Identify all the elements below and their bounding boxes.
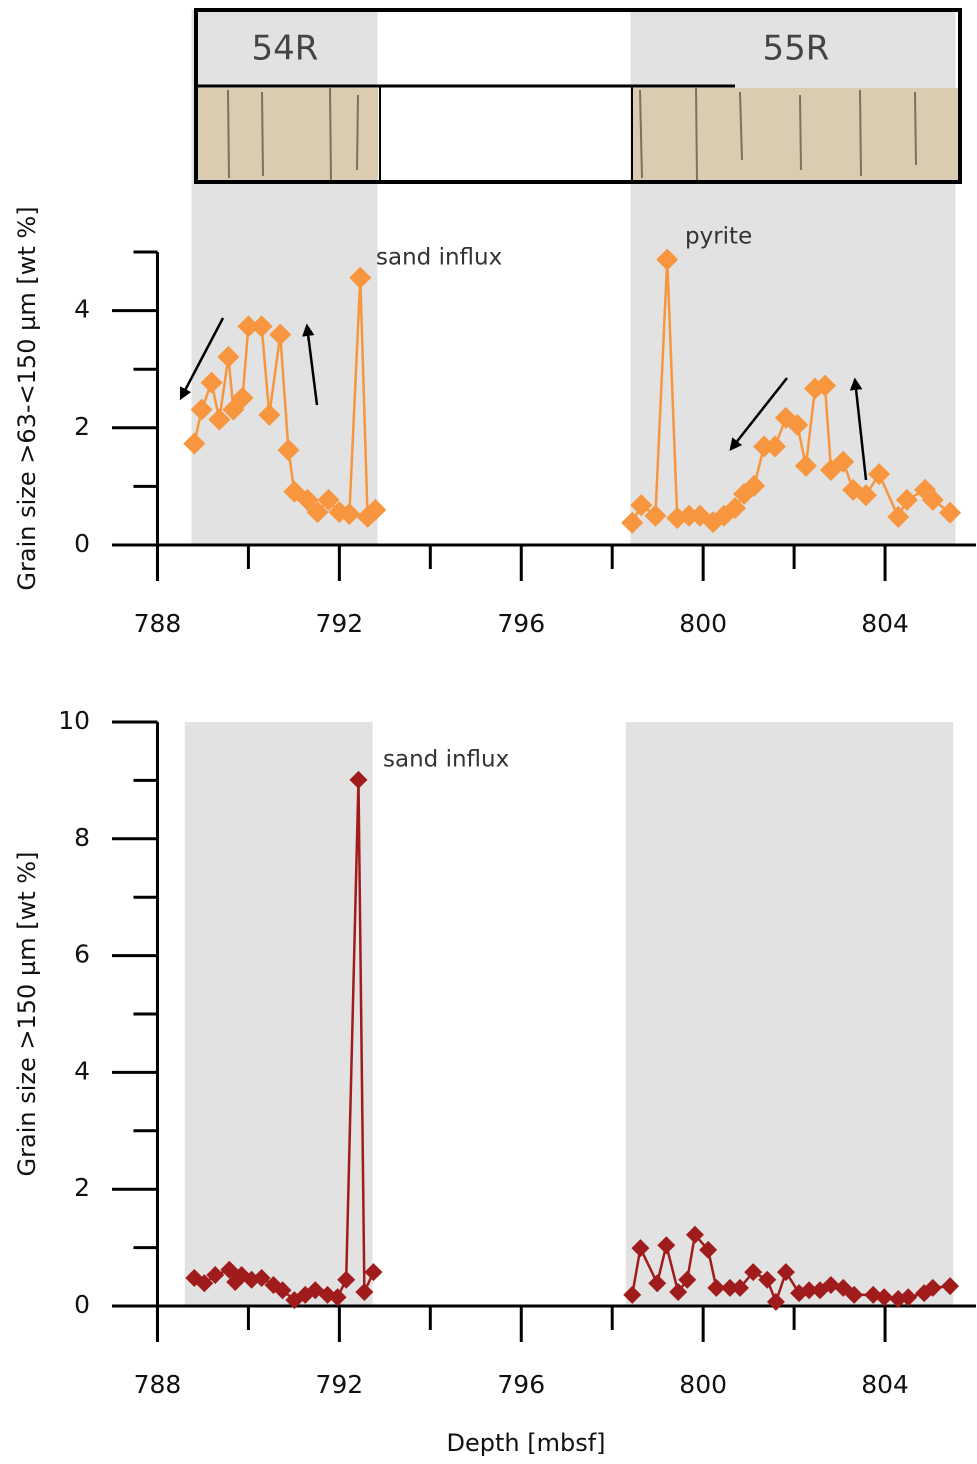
marker [631,1239,650,1258]
marker [237,315,260,338]
marker [206,1266,225,1285]
marker [231,386,254,409]
marker [800,1281,819,1300]
marker [337,1270,356,1289]
marker [364,1263,383,1282]
x-tick-label: 796 [497,1370,545,1399]
y-tick-label: 0 [74,1290,90,1319]
marker [723,497,746,520]
marker [273,1281,292,1300]
background [184,10,956,1306]
marker [277,439,300,462]
y-tick-label: 10 [58,706,90,735]
marker [200,371,223,394]
marker [699,1240,718,1259]
marker [895,488,918,511]
marker [183,432,206,455]
marker [621,511,644,534]
trend-arrows [179,317,868,481]
marker [349,266,372,289]
annotation: sand influx [376,245,502,271]
y-tick-label: 6 [74,940,90,969]
marker [786,413,809,436]
marker [941,1277,960,1296]
y-tick-label: 2 [74,1173,90,1202]
x-tick-label: 796 [497,609,545,638]
marker [923,1278,942,1297]
marker [814,374,837,397]
y-axis-label: Grain size >63-<150 µm [wt %] [13,206,41,590]
marker [630,494,653,517]
marker [845,1285,864,1304]
annotation: pyrite [685,224,752,250]
marker [657,1236,676,1255]
marker [269,323,292,346]
x-tick-label: 804 [861,1370,909,1399]
marker [250,315,273,338]
marker [758,1270,777,1289]
y-tick-label: 8 [74,823,90,852]
y-axis-label: Grain size >150 µm [wt %] [13,852,41,1177]
x-tick-label: 800 [679,609,727,638]
marker [766,1292,785,1311]
marker [794,454,817,477]
marker [217,345,240,368]
marker [854,484,877,507]
marker [190,398,213,421]
marker [887,505,910,528]
marker [656,248,679,271]
marker [338,502,361,525]
marker [669,1282,688,1301]
marker [364,498,387,521]
marker [730,1278,749,1297]
y-tick-label: 4 [74,295,90,324]
marker [328,1288,347,1307]
marker [258,403,281,426]
annotation: sand influx [383,747,509,773]
marker [208,408,231,431]
marker [743,474,766,497]
marker [832,450,855,473]
marker [306,501,329,524]
marker [252,1268,271,1287]
marker [821,1275,840,1294]
x-tick-label: 792 [316,1370,364,1399]
core-label: 54R [252,29,319,69]
x-tick-label: 788 [134,609,182,638]
y-tick-label: 4 [74,1056,90,1085]
core-label: 55R [763,29,830,69]
marker [648,1274,667,1293]
marker [764,435,787,458]
marker [195,1274,214,1293]
marker [707,1278,726,1297]
marker [685,1225,704,1244]
marker [355,1282,374,1301]
marker [899,1288,918,1307]
x-axis-label: Depth [mbsf] [446,1429,605,1457]
marker [875,1288,894,1307]
core-interval [625,722,954,1306]
marker [644,504,667,527]
y-tick-label: 0 [74,529,90,558]
marker [678,1270,697,1289]
marker [921,488,944,511]
marker [939,501,962,524]
x-tick-label: 800 [679,1370,727,1399]
y-tick-label: 2 [74,412,90,441]
x-tick-label: 788 [134,1370,182,1399]
marker [744,1263,763,1282]
marker [296,488,319,511]
x-tick-label: 804 [861,609,909,638]
marker [868,463,891,486]
marker [776,1263,795,1282]
marker [317,488,340,511]
core-strip: 54R 55R [194,8,962,184]
core-interval [184,722,373,1306]
marker [623,1285,642,1304]
marker [720,1278,739,1297]
x-tick-label: 792 [316,609,364,638]
marker [349,770,368,789]
